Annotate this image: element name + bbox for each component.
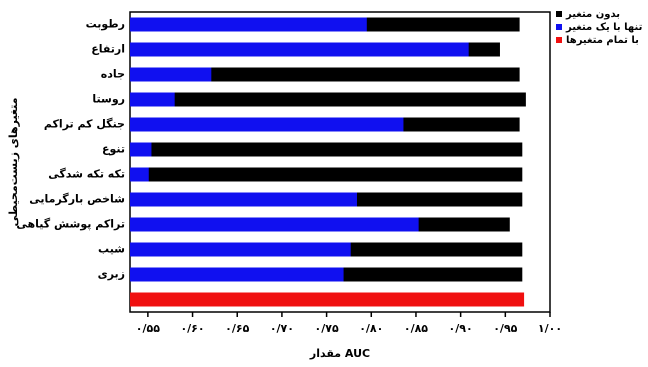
x-tick-label: ۰/۷۰ [270,322,294,335]
bar [130,67,212,82]
x-tick-label: ۰/۹۵ [493,322,517,335]
bar [130,42,469,57]
x-tick-label: ۰/۸۵ [404,322,428,335]
x-tick-label: ۰/۵۵ [136,322,160,335]
bar [130,242,351,257]
y-tick-label: زبری [98,268,125,281]
bar [130,167,149,182]
bar [130,192,357,207]
bar [130,142,523,157]
y-tick-label: جاده [101,68,125,81]
x-tick-label: ۱/۰۰ [538,322,562,335]
legend-swatch [556,11,562,17]
plot-frame [129,11,551,313]
x-tick-label: ۰/۹۰ [449,322,473,335]
y-tick-label: ارتفاع [91,43,125,56]
legend-swatch [556,24,562,30]
y-tick-label: تنوع [102,143,125,156]
legend-label: بدون متغیر [565,9,620,20]
y-tick-label: شاخص بارگرمایی [29,193,125,206]
y-tick-label: تراکم پوشش گیاهی [16,218,125,231]
legend-label: با تمام متغیرها [566,35,639,46]
bar [130,267,344,282]
bar [130,292,525,307]
y-tick-label: رطوبت [86,18,125,31]
bar [130,67,520,82]
bar [130,167,523,182]
y-tick-label: تکه تکه شدگی [48,168,125,181]
x-axis-title: مقدار AUC [309,347,370,360]
x-tick-label: ۰/۸۰ [359,322,383,335]
bar [130,92,175,107]
bar [130,92,526,107]
bar [130,17,367,32]
legend-label: تنها با یک متغیر [565,22,643,33]
bar [130,217,419,232]
y-tick-label: شیب [98,243,125,256]
x-tick-label: ۰/۶۰ [180,322,204,335]
y-tick-label: روستا [92,93,125,106]
y-axis-title: متغیرهای زیست‌محیطی [7,98,20,227]
y-tick-label: جنگل کم تراکم [44,118,125,131]
x-tick-label: ۰/۶۵ [225,322,249,335]
legend-swatch [556,37,562,43]
bar [130,117,404,132]
x-tick-label: ۰/۷۵ [315,322,339,335]
bar [130,142,152,157]
